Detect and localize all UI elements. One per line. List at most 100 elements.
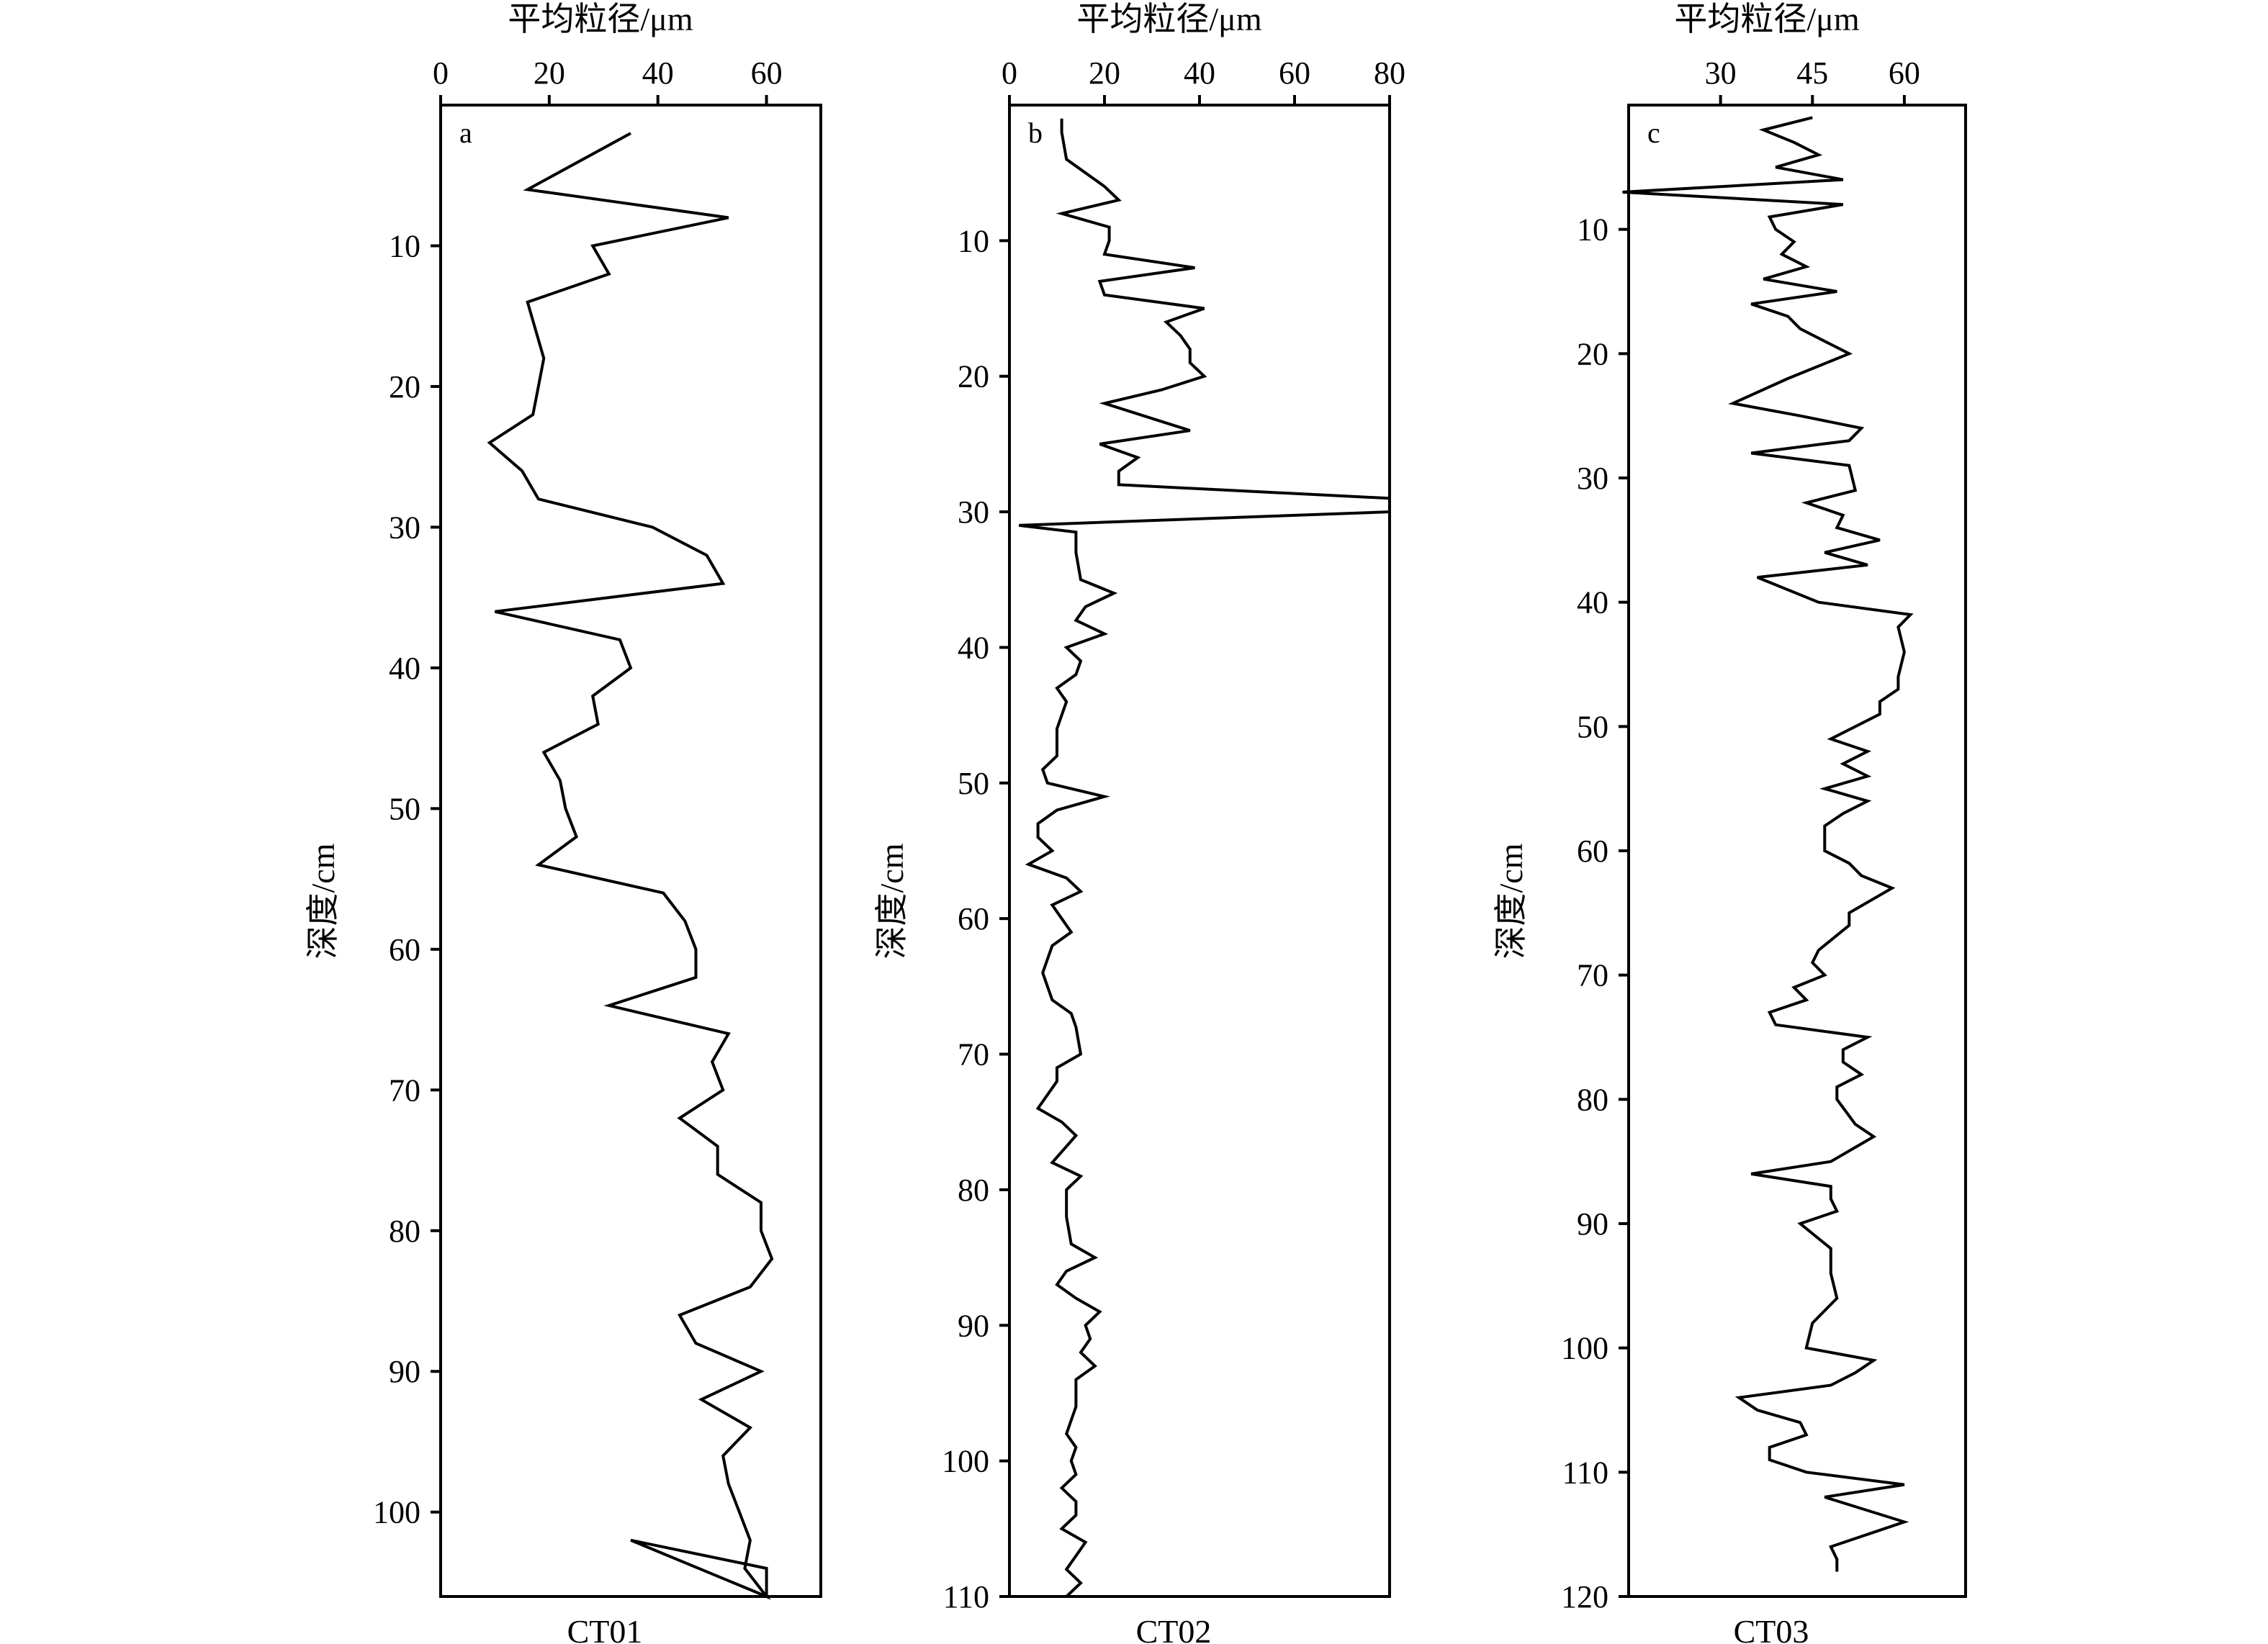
- data-point: [1830, 1185, 1832, 1188]
- data-point: [1084, 1595, 1087, 1598]
- y-tick-label: 70: [1577, 958, 1608, 993]
- y-tick-label: 20: [389, 369, 420, 405]
- panel-a: 0 20 40 60 10 20 30 40 50 60 70 80 90 100 平均粒径/μm 深度/cm…: [305, 1, 822, 1644]
- y-tick-label: 100: [373, 1495, 420, 1530]
- y-tick-label: 30: [958, 494, 989, 530]
- data-point: [1811, 961, 1814, 964]
- data-point: [608, 273, 611, 276]
- data-point: [1103, 402, 1106, 405]
- data-point: [1835, 1210, 1838, 1213]
- data-point: [1854, 489, 1857, 492]
- data-point: [1830, 1384, 1832, 1387]
- data-point: [760, 1229, 762, 1232]
- data-point: [1835, 1571, 1838, 1573]
- data-point: [1768, 215, 1771, 218]
- data-point: [1070, 1460, 1073, 1463]
- data-point: [1061, 917, 1063, 920]
- data-point: [1094, 1256, 1097, 1259]
- data-point: [695, 976, 698, 979]
- data-point: [1830, 738, 1832, 741]
- data-point: [1089, 1337, 1092, 1340]
- data-point: [1074, 1500, 1077, 1503]
- data-point: [629, 667, 632, 669]
- data-point: [1203, 375, 1206, 378]
- data-point: [711, 1060, 714, 1063]
- y-tick-label: 70: [958, 1037, 989, 1072]
- data-point: [1074, 1405, 1077, 1408]
- data-point: [727, 1032, 730, 1035]
- data-point: [1793, 141, 1796, 144]
- data-point: [1056, 1283, 1058, 1286]
- data-point: [1823, 974, 1826, 977]
- data-point: [1103, 294, 1106, 297]
- data-point: [1098, 443, 1101, 446]
- data-point: [1056, 1066, 1058, 1069]
- data-point: [1070, 1419, 1073, 1422]
- data-point: [1799, 1421, 1801, 1424]
- data-point: [1165, 320, 1168, 323]
- y-tick-label: 20: [958, 359, 989, 394]
- data-point: [1830, 1272, 1832, 1275]
- data-point: [1830, 1545, 1832, 1548]
- x-tick-label: 20: [534, 55, 565, 91]
- data-point: [1768, 1011, 1771, 1014]
- data-point: [526, 301, 529, 304]
- panel-letter: c: [1647, 117, 1660, 149]
- data-point: [749, 1286, 752, 1288]
- data-point: [1103, 633, 1106, 636]
- data-point: [1848, 439, 1850, 442]
- data-point: [1866, 1036, 1869, 1039]
- data-point: [1878, 700, 1881, 703]
- data-point: [1079, 1175, 1082, 1178]
- data-point: [542, 751, 545, 754]
- data-point: [1737, 1396, 1740, 1399]
- x-tick-label: 0: [1002, 55, 1017, 91]
- data-point: [575, 836, 578, 839]
- data-point: [526, 188, 529, 191]
- data-point: [1056, 1595, 1058, 1598]
- data-point: [1098, 1310, 1101, 1313]
- data-point: [1037, 836, 1040, 839]
- data-point: [1050, 1161, 1053, 1164]
- data-point: [1823, 551, 1826, 554]
- data-point: [1848, 464, 1850, 467]
- y-tick-label: 50: [1577, 709, 1608, 744]
- data-point: [1768, 1458, 1771, 1461]
- y-tick-label: 100: [1561, 1331, 1608, 1366]
- data-point: [1084, 1324, 1087, 1327]
- data-point: [1762, 129, 1765, 132]
- data-point: [1108, 239, 1111, 242]
- data-point: [1074, 1473, 1077, 1476]
- grain-size-series-line: [1018, 118, 1391, 1598]
- x-tick-label: 0: [433, 55, 449, 91]
- y-axis-title: 深度/cm: [305, 843, 341, 959]
- data-point: [1848, 924, 1850, 927]
- data-point: [1046, 782, 1049, 785]
- data-point: [521, 469, 523, 472]
- data-point: [1774, 228, 1777, 231]
- data-point: [1909, 613, 1912, 616]
- panel-c: 30 45 60 10 20 30 40 50 60 70 80 90 100 110 120 平均粒径/μm…: [1493, 1, 1967, 1644]
- data-point: [531, 413, 534, 416]
- data-point: [1854, 1371, 1857, 1374]
- data-point: [537, 497, 540, 500]
- y-tick-label: 90: [1577, 1206, 1608, 1242]
- data-point: [1878, 713, 1881, 715]
- y-axis-title: 深度/cm: [1493, 843, 1529, 959]
- data-point: [706, 554, 708, 557]
- data-point: [493, 610, 496, 613]
- data-point: [651, 525, 654, 528]
- x-tick-label: 40: [642, 55, 674, 91]
- data-point: [1835, 1098, 1838, 1101]
- grain-size-series-line: [487, 132, 774, 1600]
- data-point: [1835, 526, 1838, 529]
- data-point: [1842, 1048, 1845, 1051]
- y-tick-label: 40: [958, 630, 989, 665]
- data-point: [1179, 334, 1182, 337]
- data-point: [1860, 427, 1863, 430]
- data-point: [770, 1257, 773, 1260]
- data-point: [1823, 787, 1826, 790]
- plot-frame: [1008, 104, 1391, 1598]
- data-point: [1117, 483, 1120, 486]
- data-point: [1823, 849, 1826, 852]
